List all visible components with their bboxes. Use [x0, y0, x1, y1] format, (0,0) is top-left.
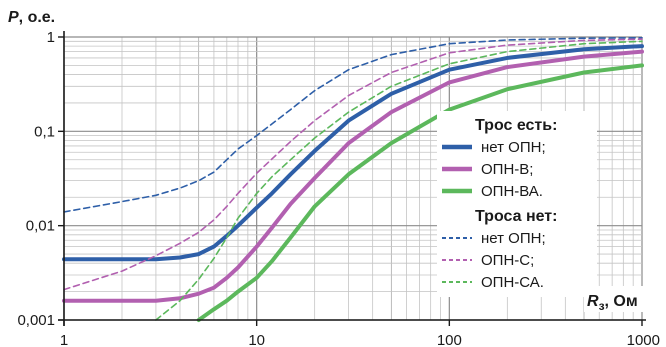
series-line-5	[63, 38, 643, 291]
series-line-3	[196, 63, 644, 322]
legend-group-title: Троса нет:	[475, 208, 557, 225]
y-tick-label: 0,01	[26, 218, 55, 235]
legend-item-label: ОПН-В;	[481, 161, 533, 178]
series-line-2	[62, 49, 644, 303]
legend-item-label: нет ОПН;	[481, 230, 546, 247]
tick-labels: 1 10 100 1000 0,001 0,01 0,1 1	[17, 29, 660, 347]
legend-item-label: ОПН-СА.	[481, 274, 544, 291]
x-tick-label: 1000	[627, 332, 660, 347]
x-axis-title: Rз, Ом	[587, 293, 638, 313]
series-layer	[62, 36, 644, 322]
y-axis-unit: , о.е.	[19, 9, 55, 26]
x-tick-label: 100	[437, 332, 462, 347]
axes	[58, 31, 646, 326]
legend-background	[437, 111, 597, 297]
x-tick-label: 1	[60, 332, 68, 347]
x-axis-title-background	[584, 286, 656, 312]
axis-titles: P, о.е. Rз, Ом	[8, 9, 656, 313]
x-axis-symbol: R	[587, 293, 599, 310]
y-tick-label: 1	[47, 29, 55, 46]
x-axis-unit: , Ом	[605, 293, 638, 310]
legend-group-title: Трос есть:	[475, 117, 557, 134]
x-tick-label: 10	[248, 332, 265, 347]
y-tick-label: 0,1	[34, 123, 55, 140]
legend-item-label: ОПН-ВА.	[481, 183, 543, 200]
x-axis-subscript: з	[599, 299, 605, 313]
series-line-6	[155, 40, 643, 321]
series-line-4	[63, 36, 643, 213]
y-tick-label: 0,001	[17, 312, 55, 329]
legend-item-label: нет ОПН;	[481, 139, 546, 156]
legend-item-label: ОПН-С;	[481, 252, 534, 269]
y-axis-symbol: P	[8, 9, 19, 26]
y-axis-title: P, о.е.	[8, 9, 55, 26]
series-line-1	[62, 44, 644, 262]
legend: Трос есть: нет ОПН; ОПН-В; ОПН-ВА. Троса нет…	[437, 111, 597, 297]
